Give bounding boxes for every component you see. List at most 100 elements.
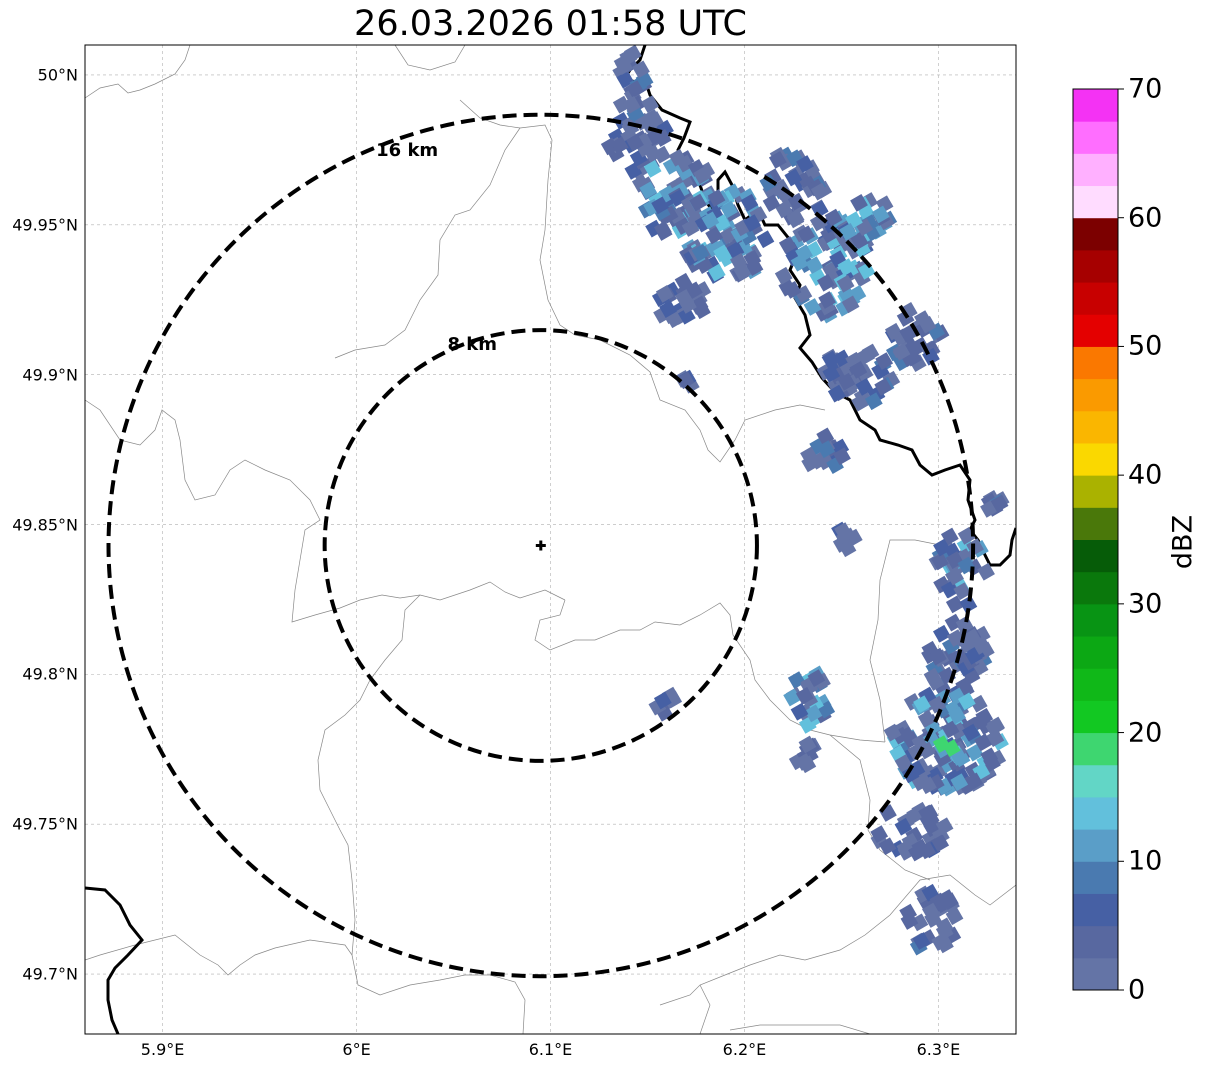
- colorbar-segment: [1073, 732, 1118, 766]
- commune-boundary: [334, 127, 521, 359]
- colorbar-tick-label: 50: [1128, 330, 1163, 362]
- colorbar-segment: [1073, 314, 1118, 347]
- colorbar-segment: [1073, 603, 1118, 637]
- range-ring-label: 8 km: [447, 333, 497, 355]
- echo-pixel: [733, 263, 752, 281]
- echo-pixel: [977, 562, 995, 581]
- echo-pixel: [841, 295, 860, 314]
- echo-pixel: [674, 272, 693, 291]
- echo-pixel: [824, 208, 843, 227]
- echo-pixel: [675, 289, 693, 307]
- echo-pixel: [705, 226, 723, 245]
- colorbar-segment: [1073, 893, 1118, 927]
- echo-pixel: [850, 194, 868, 212]
- echo-pixel: [693, 301, 711, 320]
- echo-pixel: [974, 733, 992, 752]
- colorbar-segment: [1073, 185, 1118, 219]
- echo-pixel: [894, 754, 913, 773]
- commune-boundary: [85, 934, 353, 976]
- colorbar-title: dBZ: [1167, 514, 1199, 570]
- echo-pixel: [623, 45, 642, 63]
- lat-tick-label: 49.85°N: [12, 515, 78, 534]
- echo-pixel: [712, 214, 731, 232]
- echo-pixel: [944, 613, 963, 632]
- echo-pixel: [851, 393, 869, 412]
- echo-pixel: [959, 595, 978, 614]
- colorbar-segment: [1073, 539, 1118, 573]
- commune-boundary: [85, 399, 566, 623]
- colorbar-tick-label: 70: [1128, 73, 1163, 105]
- echo-pixel: [713, 244, 731, 263]
- colorbar-segment: [1073, 925, 1118, 959]
- echo-pixel: [837, 372, 856, 391]
- range-ring-8km: [322, 328, 759, 763]
- echo-pixel: [827, 384, 846, 403]
- range-ring-16km: [106, 112, 976, 979]
- echo-pixel: [688, 193, 707, 212]
- colorbar-segment: [1073, 378, 1118, 412]
- echo-pixel: [653, 129, 672, 147]
- echo-pixel: [987, 716, 1005, 735]
- colorbar-segment: [1073, 121, 1118, 154]
- range-rings: [106, 112, 976, 979]
- national-border: [85, 886, 144, 1034]
- map-title: 26.03.2026 01:58 UTC: [354, 4, 747, 44]
- echo-pixel: [816, 273, 835, 292]
- echo-pixel: [797, 225, 816, 244]
- echo-pixel: [795, 686, 814, 705]
- commune-boundary: [394, 45, 466, 71]
- echo-pixel: [818, 291, 837, 309]
- echo-pixel: [768, 150, 787, 169]
- echo-pixel: [933, 538, 951, 557]
- colorbar-segment: [1073, 636, 1118, 669]
- colorbar-segment: [1073, 700, 1118, 734]
- echo-pixel: [839, 527, 858, 546]
- echo-pixel: [861, 343, 880, 362]
- echo-pixel: [659, 300, 677, 318]
- echo-pixel: [932, 624, 951, 643]
- echo-pixel: [986, 729, 1005, 747]
- lon-tick-label: 6.3°E: [916, 1040, 961, 1059]
- echo-pixel: [645, 111, 664, 129]
- echo-pixel: [839, 223, 858, 241]
- echo-pixel: [641, 95, 659, 113]
- echo-pixel: [913, 695, 931, 714]
- commune-boundary: [85, 45, 191, 99]
- echo-pixel: [934, 893, 952, 912]
- commune-boundary: [729, 1024, 871, 1034]
- echo-pixel: [610, 136, 629, 155]
- echo-pixel: [833, 447, 851, 466]
- map-frame: [84, 44, 1017, 1035]
- echo-pixel: [864, 392, 883, 411]
- echo-pixel: [681, 219, 700, 237]
- colorbar-segment: [1073, 475, 1118, 508]
- echo-pixel: [798, 735, 817, 754]
- echo-pixel: [942, 739, 961, 758]
- echo-pixel: [928, 695, 946, 714]
- echo-pixel: [796, 155, 814, 173]
- lat-tick-label: 49.95°N: [12, 215, 78, 235]
- echo-pixel: [778, 236, 797, 254]
- commune-boundary: [869, 539, 941, 743]
- colorbar-frame: [1072, 88, 1119, 991]
- echo-pixel: [790, 253, 809, 272]
- echo-pixel: [798, 755, 817, 774]
- echo-pixel: [935, 917, 954, 936]
- echo-pixel: [894, 817, 913, 836]
- echo-pixel: [969, 694, 988, 713]
- echo-pixel: [677, 306, 696, 325]
- lat-tick-label: 49.75°N: [12, 814, 78, 834]
- echo-pixel: [643, 144, 662, 163]
- echo-pixel: [972, 637, 991, 655]
- colorbar: [1072, 88, 1124, 991]
- echo-pixel: [836, 274, 855, 293]
- echo-pixel: [822, 364, 841, 383]
- echo-pixel: [783, 688, 802, 707]
- echo-pixel: [838, 539, 857, 558]
- echo-pixel: [931, 834, 950, 852]
- echo-pixel: [810, 182, 829, 201]
- colorbar-tick-label: 30: [1128, 588, 1163, 620]
- echo-pixel: [918, 315, 937, 334]
- echo-pixel: [948, 706, 966, 725]
- colorbar-segment: [1073, 957, 1118, 991]
